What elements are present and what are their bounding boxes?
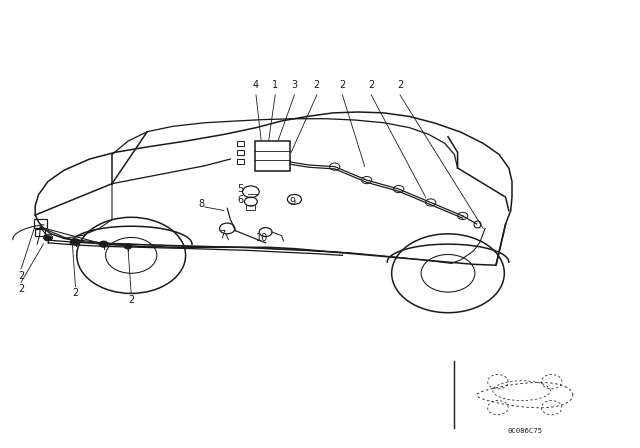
Text: 2: 2 [397, 80, 403, 90]
Text: 7: 7 [220, 230, 226, 240]
Bar [35, 229, 45, 236]
Text: 2: 2 [18, 284, 24, 294]
Bar [237, 150, 244, 155]
Bar [255, 141, 290, 171]
Bar [237, 141, 244, 146]
Circle shape [124, 244, 132, 249]
Bar [237, 159, 244, 164]
Circle shape [72, 239, 79, 245]
Text: 0C086C75: 0C086C75 [508, 428, 542, 434]
Text: 8: 8 [198, 199, 205, 209]
Text: 2: 2 [72, 289, 79, 298]
Text: 2: 2 [18, 271, 24, 280]
Text: 2: 2 [314, 80, 320, 90]
Text: 2: 2 [128, 295, 134, 305]
Circle shape [44, 236, 52, 241]
Text: 3: 3 [291, 80, 298, 90]
Text: 1: 1 [272, 80, 278, 90]
Bar [34, 219, 47, 228]
Text: 10: 10 [256, 233, 269, 243]
Text: 2: 2 [339, 80, 346, 90]
Circle shape [100, 241, 108, 247]
Text: 4: 4 [253, 80, 259, 90]
Bar [246, 205, 255, 210]
Text: 5: 5 [237, 184, 243, 194]
Text: 6: 6 [237, 195, 243, 205]
Text: 9: 9 [289, 198, 296, 207]
Text: 2: 2 [368, 80, 374, 90]
